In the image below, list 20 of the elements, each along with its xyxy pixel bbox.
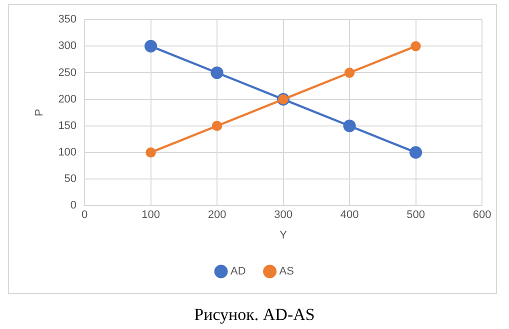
x-tick-label: 300 bbox=[274, 209, 292, 222]
x-tick-label: 100 bbox=[142, 209, 160, 222]
y-tick-label: 50 bbox=[64, 173, 77, 186]
y-tick-label: 0 bbox=[70, 200, 77, 212]
x-tick-label: 500 bbox=[406, 209, 425, 222]
y-axis-title: P bbox=[34, 108, 46, 116]
text: Рисунок. AD-AS bbox=[194, 305, 315, 325]
legend-label: AD bbox=[230, 266, 246, 278]
x-tick-label: 400 bbox=[340, 209, 359, 222]
x-tick-label: 0 bbox=[81, 209, 88, 222]
y-tick-label: 300 bbox=[58, 40, 77, 52]
legend-label: AS bbox=[279, 266, 294, 278]
x-tick-label: 600 bbox=[472, 209, 492, 222]
x-axis-title: Y bbox=[280, 229, 288, 242]
y-tick-label: 250 bbox=[58, 66, 77, 79]
y-tick-label: 150 bbox=[58, 120, 77, 132]
y-tick-label: 350 bbox=[58, 14, 77, 26]
y-tick-label: 100 bbox=[58, 146, 77, 158]
x-tick-label: 200 bbox=[208, 209, 226, 222]
y-tick-label: 200 bbox=[58, 93, 77, 106]
